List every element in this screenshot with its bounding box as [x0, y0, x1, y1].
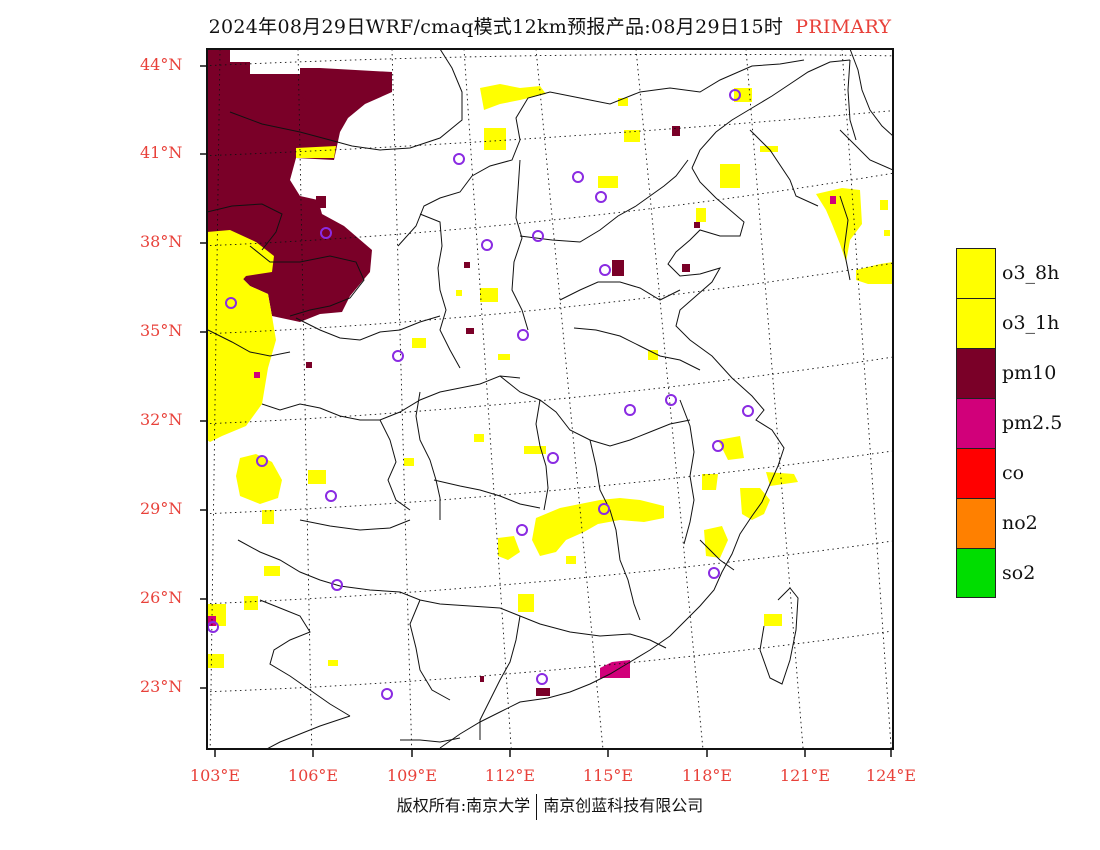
- legend-label: o3_8h: [1002, 262, 1060, 284]
- map-background: [207, 49, 893, 749]
- copyright-right: 南京创蓝科技有限公司: [543, 796, 704, 815]
- title-primary-tag: PRIMARY: [795, 16, 892, 38]
- copyright-footer: 版权所有:南京大学 南京创蓝科技有限公司: [0, 792, 1100, 820]
- lat-label-44: 44°N: [140, 55, 183, 74]
- coastline: [439, 59, 851, 749]
- title-text: 2024年08月29日WRF/cmaq模式12km预报产品:08月29日15时: [208, 16, 784, 38]
- lon-label-106: 106°E: [287, 766, 339, 785]
- legend-swatch: [956, 248, 996, 298]
- lon-label-115: 115°E: [582, 766, 634, 785]
- legend-swatch: [956, 448, 996, 498]
- lon-label-121: 121°E: [779, 766, 831, 785]
- legend-label: pm2.5: [1002, 412, 1063, 434]
- pm25-field: [208, 196, 836, 678]
- lon-label-118: 118°E: [681, 766, 733, 785]
- legend-label: co: [1002, 462, 1025, 484]
- lat-label-41: 41°N: [140, 143, 183, 162]
- legend-swatch: [956, 498, 996, 548]
- axis-ticks: [200, 65, 892, 757]
- boundaries: [207, 49, 893, 749]
- lat-label-23: 23°N: [140, 677, 183, 696]
- legend-label: pm10: [1002, 362, 1057, 384]
- o3-field: [207, 84, 893, 668]
- lon-label-112: 112°E: [484, 766, 536, 785]
- legend-label: o3_1h: [1002, 312, 1060, 334]
- lat-label-29: 29°N: [140, 499, 183, 518]
- legend-label: so2: [1002, 562, 1036, 584]
- map-title: 2024年08月29日WRF/cmaq模式12km预报产品:08月29日15时 P…: [0, 12, 1100, 39]
- lat-label-32: 32°N: [140, 410, 183, 429]
- footer-divider: [536, 793, 538, 820]
- map-frame: [206, 48, 894, 750]
- lon-label-124: 124°E: [865, 766, 917, 785]
- city-markers: [207, 89, 754, 700]
- legend-swatch: [956, 548, 996, 598]
- lon-label-103: 103°E: [189, 766, 241, 785]
- legend-swatch: [956, 398, 996, 448]
- lon-label-109: 109°E: [386, 766, 438, 785]
- legend-label: no2: [1002, 512, 1038, 534]
- copyright-left: 版权所有:南京大学: [396, 796, 531, 815]
- lat-label-26: 26°N: [140, 588, 183, 607]
- lat-label-35: 35°N: [140, 321, 183, 340]
- legend-swatch: [956, 348, 996, 398]
- legend-swatch: [956, 298, 996, 348]
- lat-label-38: 38°N: [140, 232, 183, 251]
